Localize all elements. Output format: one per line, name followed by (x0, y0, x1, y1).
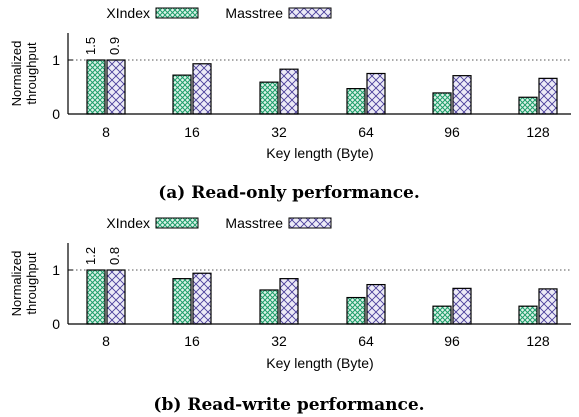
legend-label: XIndex (106, 215, 150, 231)
legend-swatch (155, 217, 199, 229)
legend-label: XIndex (106, 5, 150, 21)
bar-annotation: 1.2 (83, 247, 98, 265)
bar-xindex-16 (172, 74, 192, 115)
y-tick-label: 1 (52, 262, 60, 278)
legend-label: Masstree (225, 215, 283, 231)
bar-xindex-64 (346, 88, 366, 115)
bar-masstree-96 (452, 287, 472, 325)
bar-xindex-32 (259, 81, 279, 115)
bar-xindex-64 (346, 296, 366, 325)
x-tick-label: 32 (271, 333, 287, 349)
x-tick-label: 128 (526, 124, 550, 140)
x-tick-label: 8 (102, 333, 110, 349)
legend-label: Masstree (225, 5, 283, 21)
bar-masstree-32 (279, 278, 299, 325)
x-tick-label: 64 (358, 124, 374, 140)
y-tick-label: 0 (52, 316, 60, 332)
chart-panel-read-write: XIndex Masstree 1.2 0.8 0 1 Normalized throughp… (9, 215, 571, 415)
y-axis-label: Normalized (9, 41, 24, 107)
legend-swatch (288, 7, 332, 19)
x-tick-label: 96 (444, 333, 460, 349)
bar-masstree-96 (452, 75, 472, 115)
bar-xindex-8 (86, 269, 106, 325)
bar-xindex-96 (432, 305, 452, 325)
bar-annotation: 1.5 (83, 37, 98, 55)
bar-annotation: 0.8 (107, 247, 122, 265)
bar-xindex-16 (172, 278, 192, 325)
bar-masstree-128 (538, 288, 558, 325)
x-tick-label: 16 (184, 333, 200, 349)
legend: XIndex Masstree (106, 215, 332, 231)
bar-masstree-64 (366, 283, 386, 325)
y-tick-label: 1 (52, 52, 60, 68)
bar-annotation: 0.9 (107, 37, 122, 55)
figure-caption: (a) Read-only performance. (158, 183, 420, 203)
x-axis-label: Key length (Byte) (266, 355, 373, 371)
bar-masstree-8 (106, 269, 126, 325)
bar-xindex-32 (259, 289, 279, 325)
y-axis-label: throughput (24, 252, 39, 315)
legend-swatch (155, 7, 199, 19)
bar-masstree-32 (279, 68, 299, 115)
bar-xindex-96 (432, 92, 452, 115)
chart-panel-read-only: XIndex Masstree 1.5 0.9 0 1 Normalized throughp… (9, 5, 571, 203)
bar-masstree-16 (192, 63, 212, 115)
bar-masstree-8 (106, 59, 126, 115)
y-axis-label: Normalized (9, 251, 24, 317)
y-axis-label: throughput (24, 42, 39, 105)
bar-xindex-128 (518, 96, 538, 115)
x-axis-label: Key length (Byte) (266, 145, 373, 161)
legend: XIndex Masstree (106, 5, 332, 21)
bar-xindex-128 (518, 305, 538, 325)
x-tick-label: 64 (358, 333, 374, 349)
y-tick-label: 0 (52, 106, 60, 122)
x-tick-label: 32 (271, 124, 287, 140)
figure-caption: (b) Read-write performance. (153, 395, 424, 415)
bar-masstree-128 (538, 77, 558, 115)
x-tick-label: 128 (526, 333, 550, 349)
x-tick-label: 8 (102, 124, 110, 140)
x-tick-label: 96 (444, 124, 460, 140)
bar-masstree-64 (366, 72, 386, 115)
x-tick-label: 16 (184, 124, 200, 140)
legend-swatch (288, 217, 332, 229)
bar-masstree-16 (192, 272, 212, 325)
bar-xindex-8 (86, 59, 106, 115)
